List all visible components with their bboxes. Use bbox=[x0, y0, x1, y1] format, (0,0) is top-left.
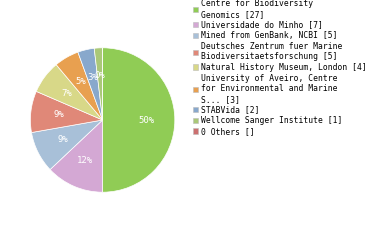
Text: 9%: 9% bbox=[58, 135, 68, 144]
Wedge shape bbox=[78, 48, 103, 120]
Wedge shape bbox=[36, 65, 103, 120]
Text: 3%: 3% bbox=[87, 73, 98, 82]
Text: 0%: 0% bbox=[95, 72, 105, 80]
Legend: Centre for Biodiversity
Genomics [27], Universidade do Minho [7], Mined from Gen: Centre for Biodiversity Genomics [27], U… bbox=[193, 0, 367, 136]
Text: 12%: 12% bbox=[77, 156, 93, 165]
Text: 9%: 9% bbox=[54, 110, 64, 119]
Text: 50%: 50% bbox=[139, 115, 155, 125]
Wedge shape bbox=[94, 48, 103, 120]
Text: 5%: 5% bbox=[75, 77, 86, 86]
Wedge shape bbox=[50, 120, 103, 192]
Text: 7%: 7% bbox=[62, 89, 73, 98]
Wedge shape bbox=[30, 91, 103, 132]
Wedge shape bbox=[32, 120, 103, 169]
Wedge shape bbox=[56, 52, 103, 120]
Wedge shape bbox=[103, 48, 175, 192]
